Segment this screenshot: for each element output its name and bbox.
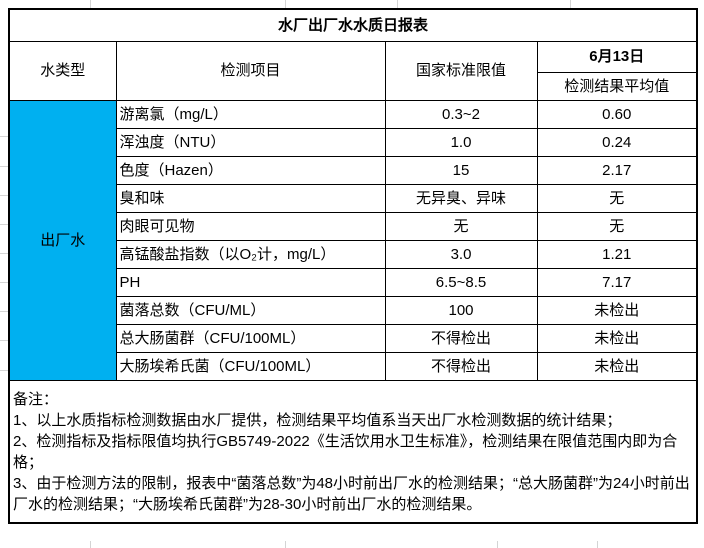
- avg-cell: 无: [536, 212, 698, 241]
- note-line: 2、检测指标及指标限值均执行GB5749-2022《生活饮用水卫生标准》，检测结…: [13, 432, 678, 471]
- header-water-type: 水类型: [8, 41, 117, 101]
- table-row: 臭和味 无异臭、异味 无: [9, 184, 698, 213]
- limit-cell: 100: [384, 296, 538, 325]
- sheet-gridline: [0, 282, 8, 283]
- item-cell: 色度（Hazen）: [115, 156, 386, 185]
- limit-cell: 15: [384, 156, 538, 185]
- sheet-gridline: [285, 0, 286, 8]
- avg-cell: 0.24: [536, 128, 698, 157]
- sheet-gridline: [570, 0, 571, 8]
- header-row: 水类型 检测项目 国家标准限值 6月13日: [8, 41, 698, 101]
- sheet-gridline: [0, 166, 8, 167]
- note-line: 3、由于检测方法的限制，报表中“菌落总数”为48小时前出厂水的检测结果；“总大肠…: [13, 474, 690, 513]
- header-row: 检测结果平均值: [9, 72, 698, 101]
- limit-cell: 0.3~2: [384, 100, 538, 129]
- item-cell: 总大肠菌群（CFU/100ML）: [115, 324, 386, 353]
- table-row: 高锰酸盐指数（以O₂计，mg/L） 3.0 1.21: [9, 240, 698, 269]
- avg-cell: 未检出: [536, 352, 698, 381]
- item-cell: 臭和味: [115, 184, 386, 213]
- table-row: 总大肠菌群（CFU/100ML） 不得检出 未检出: [9, 324, 698, 353]
- notes-block: 备注： 1、以上水质指标检测数据由水厂提供，检测结果平均值系当天出厂水检测数据的…: [8, 380, 698, 524]
- sheet-gridline: [0, 340, 8, 341]
- report-title: 水厂出厂水水质日报表: [8, 8, 698, 42]
- sheet-gridline: [597, 541, 598, 548]
- table-row: 菌落总数（CFU/ML） 100 未检出: [9, 296, 698, 325]
- note-line: 1、以上水质指标检测数据由水厂提供，检测结果平均值系当天出厂水检测数据的统计结果…: [13, 411, 622, 429]
- sheet-gridline: [0, 224, 8, 225]
- avg-cell: 未检出: [536, 324, 698, 353]
- header-limit: 国家标准限值: [384, 41, 538, 101]
- table-row: 色度（Hazen） 15 2.17: [9, 156, 698, 185]
- table-row: 大肠埃希氏菌（CFU/100ML） 不得检出 未检出: [9, 352, 698, 381]
- title-row: 水厂出厂水水质日报表: [8, 8, 698, 42]
- avg-cell: 未检出: [536, 296, 698, 325]
- table-row: 浑浊度（NTU） 1.0 0.24: [9, 128, 698, 157]
- sheet-gridline: [0, 195, 8, 196]
- item-cell: 大肠埃希氏菌（CFU/100ML）: [115, 352, 386, 381]
- sheet-gridline: [0, 311, 8, 312]
- avg-cell: 2.17: [536, 156, 698, 185]
- table-row: 肉眼可见物 无 无: [9, 212, 698, 241]
- water-type-cell: 出厂水: [8, 100, 117, 381]
- avg-cell: 无: [536, 184, 698, 213]
- avg-cell: 7.17: [536, 268, 698, 297]
- sheet-gridline: [0, 136, 8, 137]
- limit-cell: 无: [384, 212, 538, 241]
- item-cell: 浑浊度（NTU）: [115, 128, 386, 157]
- sheet-gridline: [90, 0, 91, 8]
- item-cell: PH: [115, 268, 386, 297]
- notes-row: 备注： 1、以上水质指标检测数据由水厂提供，检测结果平均值系当天出厂水检测数据的…: [8, 380, 698, 524]
- header-date: 6月13日: [536, 41, 698, 73]
- sheet-gridline: [90, 541, 91, 548]
- header-item: 检测项目: [115, 41, 386, 101]
- limit-cell: 3.0: [384, 240, 538, 269]
- limit-cell: 1.0: [384, 128, 538, 157]
- item-cell: 高锰酸盐指数（以O₂计，mg/L）: [115, 240, 386, 269]
- limit-cell: 不得检出: [384, 352, 538, 381]
- limit-cell: 无异臭、异味: [384, 184, 538, 213]
- table-row: 出厂水 游离氯（mg/L） 0.3~2 0.60: [8, 100, 698, 381]
- sheet-gridline: [0, 253, 8, 254]
- avg-cell: 1.21: [536, 240, 698, 269]
- limit-cell: 6.5~8.5: [384, 268, 538, 297]
- table-row: PH 6.5~8.5 7.17: [9, 268, 698, 297]
- water-quality-report-table: 水厂出厂水水质日报表 水类型 检测项目 国家标准限值 6月13日 检测结果平均值…: [8, 8, 699, 524]
- sheet-gridline: [0, 370, 8, 371]
- item-cell: 游离氯（mg/L）: [115, 100, 386, 129]
- item-cell: 肉眼可见物: [115, 212, 386, 241]
- limit-cell: 不得检出: [384, 324, 538, 353]
- sheet-gridline: [285, 541, 286, 548]
- sheet-gridline: [397, 0, 398, 8]
- header-avg-label: 检测结果平均值: [536, 72, 698, 101]
- sheet-gridline: [497, 541, 498, 548]
- notes-label: 备注：: [13, 390, 59, 408]
- avg-cell: 0.60: [536, 100, 698, 129]
- item-cell: 菌落总数（CFU/ML）: [115, 296, 386, 325]
